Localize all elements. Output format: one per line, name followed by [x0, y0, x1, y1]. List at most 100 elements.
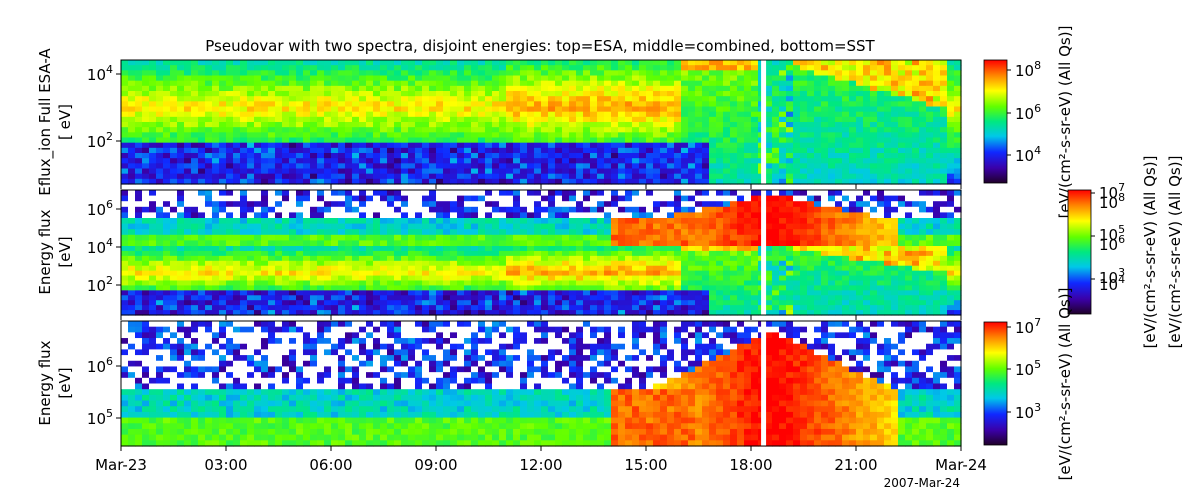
- spectrogram-cell: [576, 147, 584, 154]
- spectrogram-cell: [541, 206, 549, 213]
- spectrogram-cell: [639, 234, 647, 241]
- spectrogram-cell: [632, 96, 640, 102]
- spectrogram-cell: [408, 240, 416, 247]
- spectrogram-cell: [429, 85, 437, 92]
- spectrogram-cell: [814, 218, 822, 225]
- spectrogram-cell: [247, 106, 255, 113]
- spectrogram-cell: [835, 75, 843, 82]
- spectrogram-cell: [548, 70, 556, 77]
- spectrogram-cell: [212, 212, 220, 219]
- spectrogram-cell: [639, 147, 647, 154]
- spectrogram-cell: [408, 265, 416, 272]
- spectrogram-cell: [352, 280, 360, 287]
- spectrogram-cell: [254, 195, 262, 202]
- spectrogram-cell: [135, 195, 143, 202]
- spectrogram-cell: [170, 127, 178, 133]
- spectrogram-cell: [660, 106, 668, 113]
- spectrogram-cell: [835, 137, 843, 144]
- spectrogram-cell: [233, 116, 241, 123]
- spectrogram-cell: [219, 178, 227, 185]
- spectrogram-cell: [331, 132, 339, 139]
- spectrogram-cell: [485, 260, 493, 267]
- spectrogram-cell: [345, 91, 353, 97]
- spectrogram-cell: [660, 111, 668, 118]
- spectrogram-cell: [527, 147, 535, 154]
- spectrogram-cell: [772, 218, 780, 225]
- spectrogram-cell: [919, 101, 927, 108]
- spectrogram-cell: [247, 178, 255, 185]
- spectrogram-cell: [569, 75, 577, 82]
- spectrogram-cell: [261, 285, 269, 291]
- spectrogram-cell: [618, 137, 626, 144]
- spectrogram-cell: [394, 229, 402, 236]
- spectrogram-cell: [520, 310, 528, 316]
- spectrogram-cell: [506, 142, 514, 149]
- spectrogram-cell: [772, 212, 780, 219]
- spectrogram-cell: [310, 250, 318, 257]
- spectrogram-cell: [723, 127, 731, 133]
- spectrogram-cell: [898, 111, 906, 118]
- spectrogram-cell: [800, 234, 808, 241]
- spectrogram-cell: [310, 168, 318, 175]
- spectrogram-cell: [310, 195, 318, 202]
- spectrogram-cell: [891, 212, 899, 219]
- spectrogram-cell: [170, 116, 178, 123]
- spectrogram-cell: [317, 295, 325, 301]
- spectrogram-cell: [254, 137, 262, 144]
- spectrogram-cell: [555, 190, 563, 197]
- spectrogram-cell: [198, 275, 206, 282]
- spectrogram-cell: [842, 142, 850, 149]
- spectrogram-cell: [352, 132, 360, 139]
- spectrogram-cell: [940, 173, 948, 180]
- spectrogram-cell: [156, 163, 164, 170]
- spectrogram-cell: [240, 265, 248, 272]
- spectrogram-cell: [317, 91, 325, 97]
- spectrogram-cell: [373, 122, 381, 128]
- spectrogram-cell: [478, 246, 486, 252]
- spectrogram-cell: [268, 201, 276, 208]
- spectrogram-cell: [331, 137, 339, 144]
- spectrogram-cell: [548, 127, 556, 133]
- spectrogram-cell: [947, 240, 955, 247]
- spectrogram-cell: [303, 178, 311, 185]
- spectrogram-cell: [723, 168, 731, 175]
- spectrogram-cell: [828, 101, 836, 108]
- spectrogram-cell: [625, 229, 633, 236]
- spectrogram-cell: [723, 206, 731, 213]
- spectrogram-cell: [821, 147, 829, 154]
- spectrogram-cell: [408, 300, 416, 306]
- spectrogram-cell: [772, 163, 780, 170]
- spectrogram-cell: [387, 80, 395, 87]
- spectrogram-cell: [128, 158, 136, 164]
- spectrogram-cell: [275, 234, 283, 241]
- spectrogram-cell: [268, 305, 276, 311]
- spectrogram-cell: [464, 173, 472, 180]
- spectrogram-cell: [324, 153, 332, 159]
- spectrogram-cell: [408, 142, 416, 149]
- spectrogram-cell: [198, 229, 206, 236]
- spectrogram-cell: [709, 70, 717, 77]
- spectrogram-cell: [352, 255, 360, 262]
- spectrogram-cell: [478, 270, 486, 277]
- spectrogram-cell: [394, 178, 402, 185]
- spectrogram-cell: [394, 127, 402, 133]
- spectrogram-cell: [464, 80, 472, 87]
- spectrogram-cell: [562, 206, 570, 213]
- spectrogram-cell: [688, 201, 696, 208]
- spectrogram-cell: [296, 147, 304, 154]
- spectrogram-cell: [149, 153, 157, 159]
- spectrogram-cell: [793, 168, 801, 175]
- spectrogram-cell: [366, 250, 374, 257]
- spectrogram-cell: [793, 142, 801, 149]
- spectrogram-cell: [198, 178, 206, 185]
- spectrogram-cell: [604, 240, 612, 247]
- spectrogram-cell: [541, 285, 549, 291]
- spectrogram-cell: [247, 246, 255, 252]
- spectrogram-cell: [646, 127, 654, 133]
- spectrogram-cell: [247, 60, 255, 66]
- spectrogram-cell: [261, 275, 269, 282]
- spectrogram-cell: [548, 65, 556, 71]
- spectrogram-cell: [597, 212, 605, 219]
- spectrogram-cell: [226, 60, 234, 66]
- spectrogram-cell: [709, 212, 717, 219]
